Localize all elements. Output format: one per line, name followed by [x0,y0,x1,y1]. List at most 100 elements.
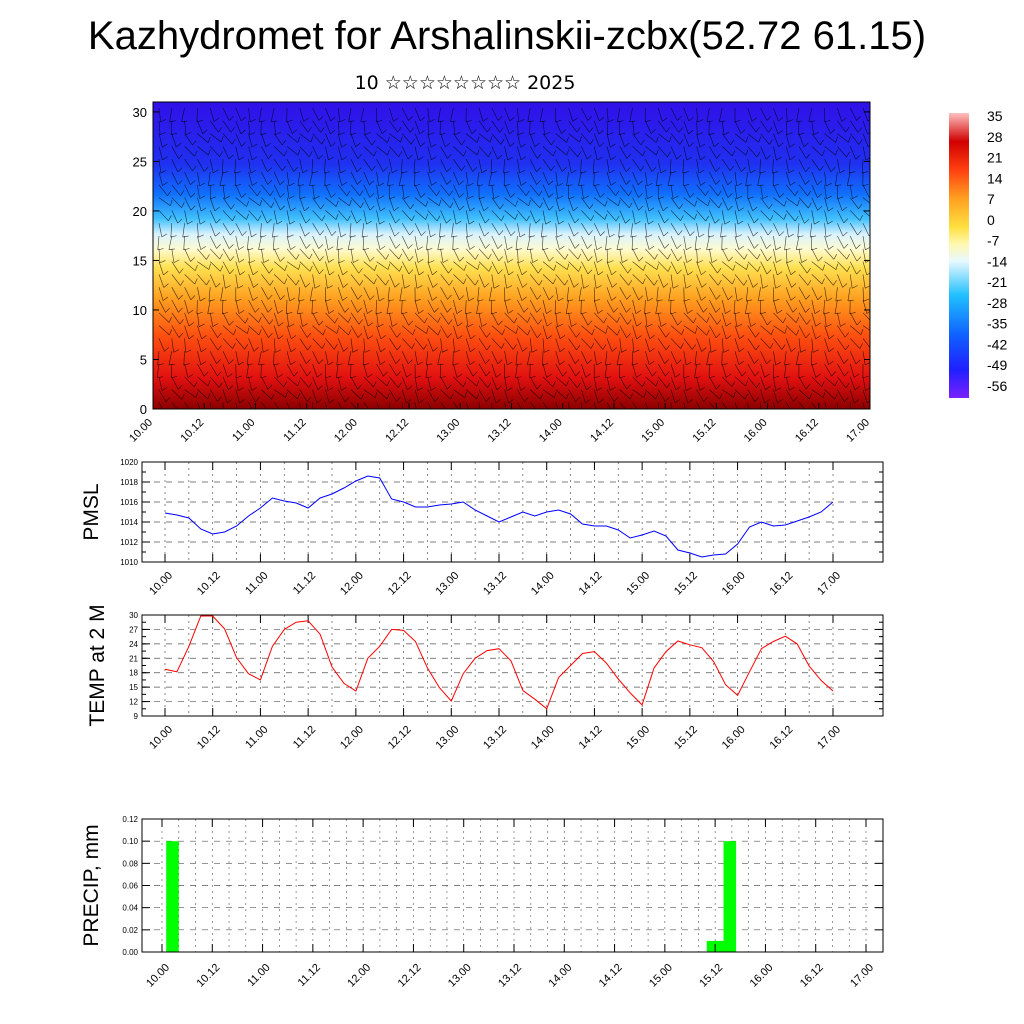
wind-barb-flag [604,376,611,379]
wind-barb-flag [162,143,168,148]
wind-barb [670,107,678,121]
x-tick-label: 11.00 [245,962,272,989]
wind-barb [347,351,352,365]
wind-barb [261,325,269,338]
wind-barb [811,261,823,271]
wind-barb-flag [683,375,690,379]
wind-barb [527,351,531,365]
wind-barb-flag [567,263,570,270]
wind-barb [773,197,785,207]
wind-barb-flag [738,245,744,250]
wind-barb [696,120,698,135]
wind-barb-flag [715,307,721,313]
wind-barb-flag [343,347,349,352]
wind-barb-flag [160,170,167,174]
wind-barb-flag [749,414,755,416]
wind-barb-flag [710,349,717,353]
wind-barb-flag [214,206,220,212]
wind-barb-flag [686,156,693,161]
wind-barb-flag [458,180,464,186]
wind-barb [376,197,381,212]
wind-barb [401,223,410,236]
wind-barb-flag [220,299,227,302]
wind-barb [594,197,606,207]
wind-barb [529,338,533,353]
wind-barb-flag [773,298,780,302]
wind-barb-flag [646,234,653,238]
wind-barb-flag [476,393,480,400]
wind-barb-flag [190,295,196,300]
wind-barb [734,376,746,387]
wind-barb [297,171,301,186]
wind-barb [325,248,329,263]
wind-barb-flag [789,143,795,148]
wind-barb [286,171,290,186]
wind-barb [350,210,358,224]
wind-barb-flag [383,371,388,377]
wind-barb [785,120,788,135]
wind-barb [210,133,222,143]
wind-barb [261,338,264,353]
wind-barb [645,363,653,377]
wind-barb [593,261,599,276]
wind-barb [235,325,248,334]
wind-barb [517,120,519,135]
wind-barb-flag [545,220,551,225]
x-tick-label: 13.12 [496,962,524,990]
wind-barb-flag [806,319,811,325]
wind-barb [785,159,789,174]
wind-barb [171,325,180,338]
wind-barb [734,210,739,225]
wind-barb-flag [599,116,605,122]
wind-barb-flag [625,219,630,224]
wind-barb [312,376,319,390]
wind-barb [632,389,645,398]
wind-barb-flag [576,126,581,133]
y-tick-label: 15 [129,683,138,692]
wind-barb [721,402,728,409]
wind-barb [529,325,538,338]
wind-barb [440,389,452,400]
wind-barb-flag [777,271,783,276]
wind-barb-flag [574,218,580,224]
wind-barb-flag [626,333,631,339]
wind-barb [222,197,232,210]
wind-barb-flag [723,131,730,135]
wind-barb-flag [429,169,436,174]
wind-barb [350,261,360,274]
wind-barb-flag [609,169,615,174]
wind-barb-flag [348,329,352,336]
wind-barb [439,223,441,238]
wind-barb [862,261,868,276]
wind-barb-flag [199,297,206,302]
wind-barb-flag [769,139,773,145]
wind-barb [362,351,365,366]
wind-barb [847,287,851,302]
wind-barb [389,338,398,351]
wind-barb [849,261,857,275]
wind-barb [465,184,469,199]
wind-barb [734,312,737,327]
wind-barb-flag [744,393,748,400]
wind-barb [747,338,757,351]
wind-barb [773,261,778,276]
wind-barb [491,312,499,326]
wind-barb [337,184,348,196]
wind-barb-flag [429,119,435,123]
x-tick-label: 12.00 [338,570,366,598]
wind-barb [619,287,627,300]
wind-barb-flag [250,119,256,123]
wind-barb [401,389,407,404]
wind-barb-flag [859,343,863,349]
wind-barb-flag [359,280,364,286]
wind-barb-flag [678,203,683,210]
wind-barb [504,325,517,334]
wind-barb-flag [397,127,402,133]
wind-barb [555,248,566,260]
wind-barb-flag [625,167,631,172]
wind-barb [298,287,301,302]
wind-barb [184,133,193,146]
wind-barb [286,363,295,377]
wind-barb [440,210,447,224]
wind-barb-flag [651,167,657,172]
